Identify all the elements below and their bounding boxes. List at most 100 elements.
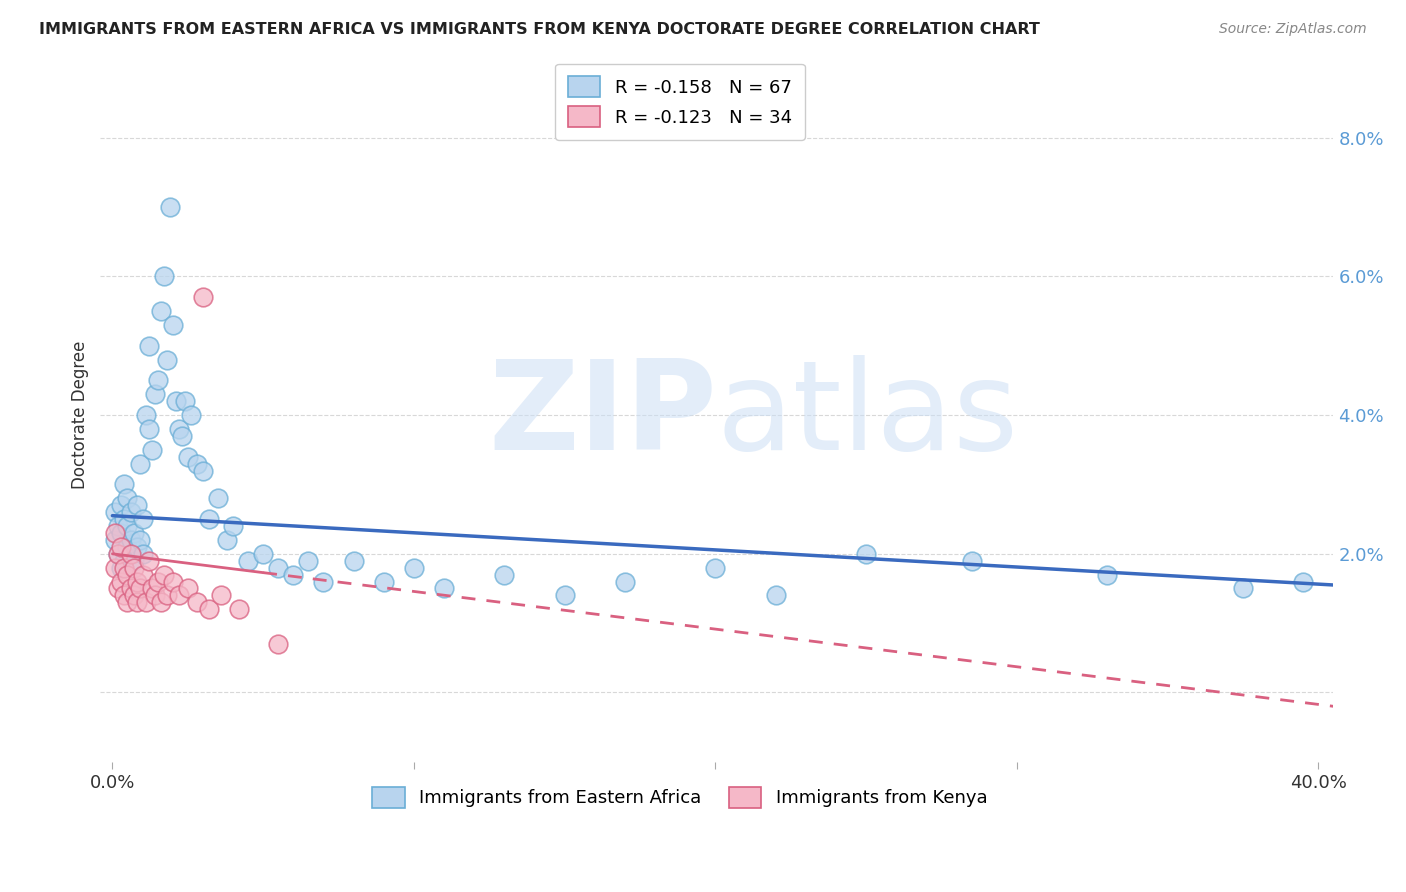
Point	[186, 457, 208, 471]
Point	[122, 588, 145, 602]
Point	[167, 588, 190, 602]
Point	[765, 588, 787, 602]
Point	[152, 269, 174, 284]
Point	[131, 567, 153, 582]
Point	[110, 526, 132, 541]
Point	[402, 560, 425, 574]
Point	[143, 588, 166, 602]
Point	[120, 533, 142, 547]
Point	[177, 582, 200, 596]
Point	[177, 450, 200, 464]
Point	[128, 457, 150, 471]
Point	[173, 394, 195, 409]
Y-axis label: Doctorate Degree: Doctorate Degree	[72, 341, 89, 490]
Point	[120, 582, 142, 596]
Point	[207, 491, 229, 506]
Point	[152, 567, 174, 582]
Point	[125, 595, 148, 609]
Point	[141, 582, 163, 596]
Point	[228, 602, 250, 616]
Text: atlas: atlas	[717, 355, 1019, 475]
Point	[107, 547, 129, 561]
Text: Source: ZipAtlas.com: Source: ZipAtlas.com	[1219, 22, 1367, 37]
Point	[120, 505, 142, 519]
Point	[114, 512, 136, 526]
Point	[167, 422, 190, 436]
Point	[107, 547, 129, 561]
Point	[149, 304, 172, 318]
Point	[117, 540, 139, 554]
Point	[159, 200, 181, 214]
Point	[283, 567, 305, 582]
Point	[156, 352, 179, 367]
Point	[267, 637, 290, 651]
Point	[120, 547, 142, 561]
Point	[120, 547, 142, 561]
Point	[141, 442, 163, 457]
Point	[135, 595, 157, 609]
Point	[122, 560, 145, 574]
Point	[135, 408, 157, 422]
Point	[128, 533, 150, 547]
Text: ZIP: ZIP	[488, 355, 717, 475]
Point	[267, 560, 290, 574]
Point	[128, 582, 150, 596]
Point	[186, 595, 208, 609]
Point	[117, 595, 139, 609]
Point	[146, 374, 169, 388]
Point	[198, 602, 221, 616]
Point	[125, 540, 148, 554]
Point	[110, 540, 132, 554]
Point	[343, 554, 366, 568]
Point	[110, 560, 132, 574]
Point	[198, 512, 221, 526]
Point	[494, 567, 516, 582]
Point	[117, 567, 139, 582]
Point	[1292, 574, 1315, 589]
Point	[1097, 567, 1119, 582]
Point	[114, 554, 136, 568]
Point	[125, 574, 148, 589]
Point	[122, 526, 145, 541]
Point	[146, 574, 169, 589]
Point	[131, 512, 153, 526]
Point	[114, 560, 136, 574]
Point	[1232, 582, 1254, 596]
Point	[209, 588, 232, 602]
Point	[312, 574, 335, 589]
Point	[180, 408, 202, 422]
Point	[433, 582, 456, 596]
Point	[104, 560, 127, 574]
Point	[138, 422, 160, 436]
Point	[143, 387, 166, 401]
Legend: Immigrants from Eastern Africa, Immigrants from Kenya: Immigrants from Eastern Africa, Immigran…	[366, 780, 994, 815]
Point	[222, 519, 245, 533]
Point	[110, 498, 132, 512]
Point	[107, 582, 129, 596]
Point	[373, 574, 395, 589]
Point	[125, 498, 148, 512]
Point	[170, 429, 193, 443]
Point	[110, 574, 132, 589]
Point	[855, 547, 877, 561]
Point	[131, 547, 153, 561]
Point	[297, 554, 319, 568]
Point	[156, 588, 179, 602]
Point	[236, 554, 259, 568]
Point	[122, 554, 145, 568]
Point	[114, 477, 136, 491]
Point	[191, 290, 214, 304]
Point	[191, 464, 214, 478]
Point	[117, 519, 139, 533]
Point	[554, 588, 576, 602]
Point	[162, 574, 184, 589]
Point	[104, 526, 127, 541]
Point	[138, 554, 160, 568]
Point	[107, 519, 129, 533]
Text: IMMIGRANTS FROM EASTERN AFRICA VS IMMIGRANTS FROM KENYA DOCTORATE DEGREE CORRELA: IMMIGRANTS FROM EASTERN AFRICA VS IMMIGR…	[39, 22, 1040, 37]
Point	[117, 491, 139, 506]
Point	[704, 560, 727, 574]
Point	[162, 318, 184, 332]
Point	[114, 588, 136, 602]
Point	[149, 595, 172, 609]
